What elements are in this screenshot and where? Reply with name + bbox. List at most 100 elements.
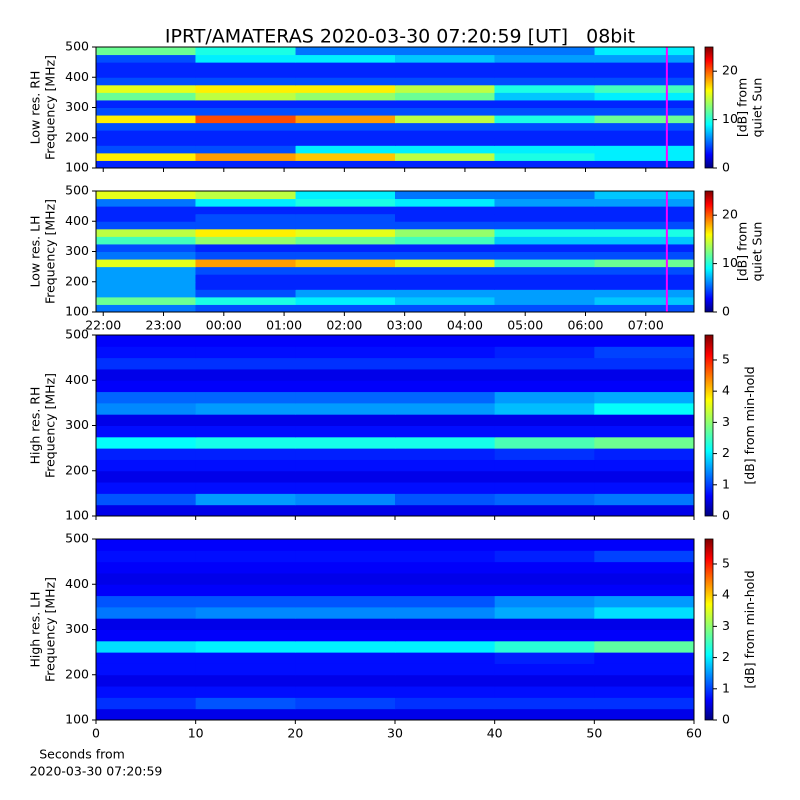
y-tick-label: 400: [65, 372, 89, 387]
heatmap-cell: [295, 130, 396, 139]
heatmap-cell: [96, 550, 197, 563]
heatmap-cell: [395, 425, 496, 438]
heatmap-cell: [96, 145, 196, 154]
heatmap-cell: [494, 335, 595, 347]
heatmap-cell: [594, 357, 695, 370]
x-tick-label: 04:00: [447, 318, 483, 333]
y-axis-label: High res. RHFrequency [MHz]: [27, 373, 57, 478]
heatmap-cell: [395, 504, 496, 517]
heatmap-cell: [195, 402, 296, 415]
heatmap-cell: [395, 448, 496, 460]
heatmap-cell: [295, 289, 396, 298]
colorbar-label-line: [dB] from: [734, 222, 749, 281]
heatmap-cell: [96, 160, 196, 169]
heatmap-cell: [494, 572, 595, 585]
heatmap-cell: [195, 84, 297, 93]
y-tick-label: 100: [65, 508, 89, 523]
x-tick-label: 0: [92, 726, 100, 741]
heatmap-cell: [195, 54, 297, 63]
colorbar-label-line: quiet Sun: [749, 78, 764, 138]
heatmap-cell: [96, 391, 197, 404]
heatmap-cell: [195, 640, 296, 653]
heatmap-cell: [395, 368, 496, 381]
heatmap-cell: [195, 92, 297, 101]
heatmap-cell: [494, 221, 596, 230]
x-tick-label: 02:00: [326, 318, 362, 333]
heatmap-cell: [295, 539, 396, 551]
heatmap-cell: [594, 99, 695, 108]
heatmap-cell: [594, 652, 695, 664]
heatmap-cell: [494, 539, 595, 551]
heatmap-cell: [96, 470, 197, 483]
heatmap-cell: [295, 115, 396, 124]
heatmap-cell: [594, 640, 695, 653]
heatmap-cell: [96, 296, 196, 305]
heatmap-cell: [494, 402, 595, 415]
heatmap-cell: [395, 539, 496, 551]
heatmap-cell: [494, 77, 596, 86]
heatmap-cell: [295, 198, 396, 207]
heatmap-cell: [395, 251, 495, 260]
heatmap-cell: [195, 304, 297, 313]
colorbar-label: [dB] fromquiet Sun: [734, 78, 764, 138]
heatmap-cell: [96, 640, 197, 653]
heatmap-cell: [96, 380, 197, 393]
heatmap-cell: [96, 595, 197, 608]
heatmap-cell: [195, 425, 296, 438]
heatmap-cell: [96, 243, 196, 252]
heatmap-cell: [494, 504, 595, 517]
heatmap-cell: [295, 84, 396, 93]
heatmap-cell: [594, 137, 695, 146]
heatmap-cell: [594, 274, 695, 283]
y-tick-label: 200: [65, 666, 89, 681]
heatmap-cell: [395, 572, 496, 585]
heatmap-cell: [295, 69, 396, 78]
heatmap-cell: [96, 539, 197, 551]
heatmap-cell: [96, 281, 196, 290]
heatmap-cell: [295, 448, 396, 460]
heatmap-cell: [295, 482, 396, 494]
heatmap-cell: [395, 663, 496, 676]
heatmap-panel: [96, 335, 695, 517]
heatmap-cell: [195, 504, 296, 517]
heatmap-cell: [195, 618, 296, 630]
y-axis-label-line: Low res. RH: [27, 71, 42, 145]
colorbar-tick-label: 4: [722, 383, 730, 398]
heatmap-cell: [594, 251, 695, 260]
heatmap-cell: [395, 77, 495, 86]
heatmap-cell: [494, 92, 596, 101]
heatmap-cell: [295, 296, 396, 305]
heatmap-cell: [594, 618, 695, 630]
heatmap-cell: [295, 550, 396, 563]
heatmap-cell: [195, 99, 297, 108]
heatmap-cell: [494, 206, 596, 215]
x-tick-label: 10: [188, 726, 204, 741]
heatmap-cell: [395, 482, 496, 494]
heatmap-cell: [96, 504, 197, 517]
heatmap-cell: [395, 606, 496, 619]
heatmap-cell: [494, 274, 596, 283]
y-tick-label: 200: [65, 462, 89, 477]
heatmap-cell: [96, 482, 197, 494]
heatmap-cell: [594, 152, 695, 161]
heatmap-cell: [96, 708, 197, 721]
heatmap-cell: [195, 228, 297, 237]
y-tick-label: 400: [65, 69, 89, 84]
heatmap-cell: [295, 459, 396, 472]
heatmap-cell: [195, 62, 297, 71]
heatmap-cell: [96, 414, 197, 426]
heatmap-cell: [594, 335, 695, 347]
heatmap-cell: [494, 296, 596, 305]
heatmap-cell: [295, 572, 396, 585]
heatmap-cell: [96, 259, 196, 268]
x-tick-label: 00:00: [206, 318, 242, 333]
heatmap-cell: [395, 206, 495, 215]
heatmap-cell: [494, 459, 595, 472]
heatmap-cell: [594, 674, 695, 687]
heatmap-cell: [96, 47, 196, 56]
y-tick-label: 200: [65, 129, 89, 144]
y-axis-label: Low res. RHFrequency [MHz]: [27, 55, 57, 160]
heatmap-cell: [96, 221, 196, 230]
heatmap-cell: [295, 221, 396, 230]
heatmap-cell: [295, 99, 396, 108]
